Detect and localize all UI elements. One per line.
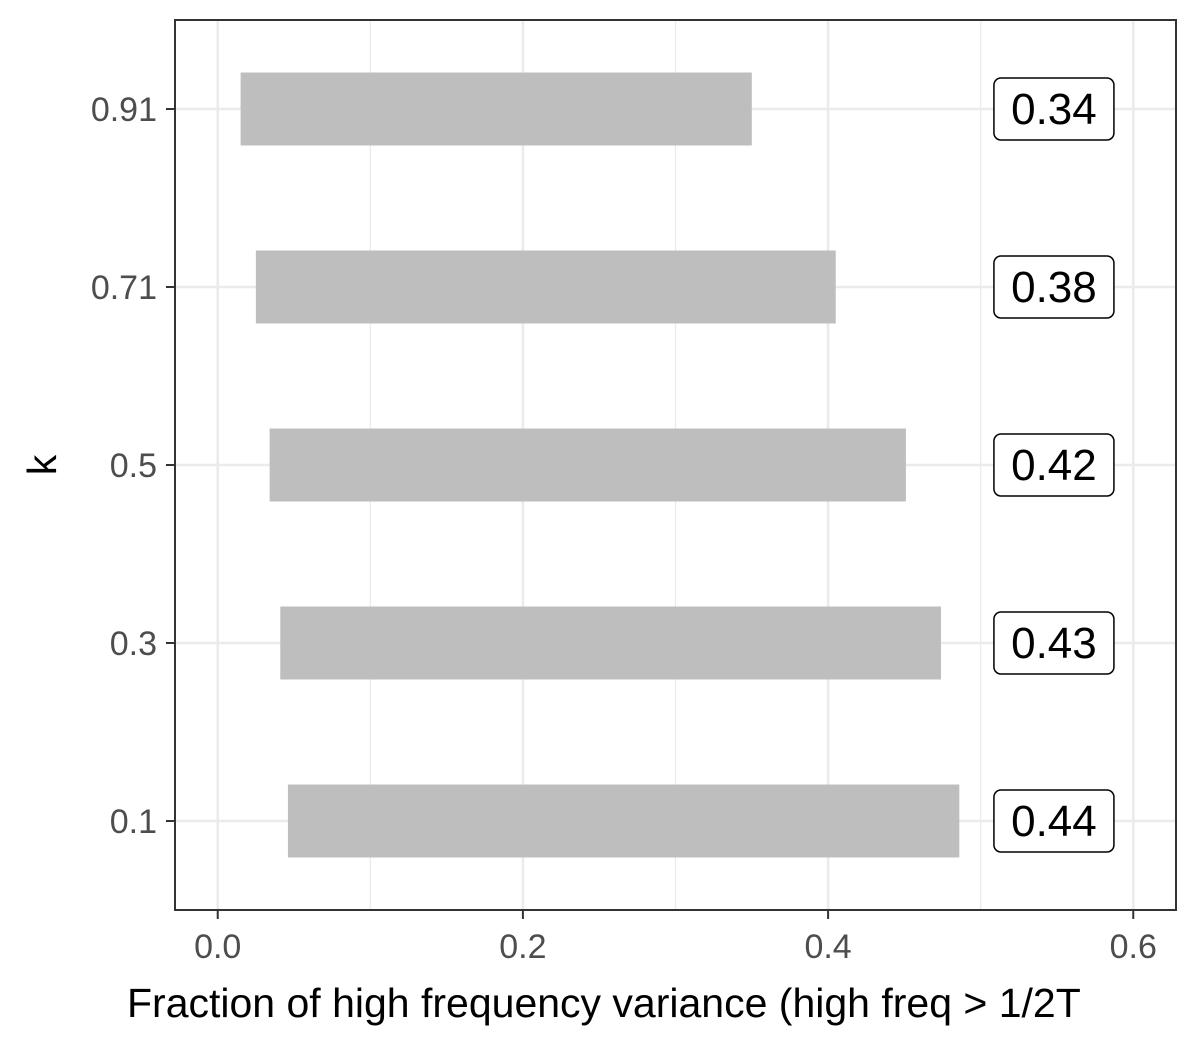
data-label-text: 0.44 [1011, 797, 1097, 846]
axes: 0.0 0.2 0.4 0.6 0.91 0.71 0.5 0.3 0.1 [91, 91, 1157, 966]
data-label-0.71: 0.38 [993, 255, 1115, 319]
data-label-box [993, 255, 1115, 319]
x-tick-label: 0.4 [804, 928, 851, 966]
y-tick-label: 0.91 [91, 91, 157, 129]
data-label-text: 0.34 [1011, 85, 1097, 134]
data-label-0.1: 0.44 [993, 789, 1115, 853]
y-axis-title: k [19, 454, 65, 475]
data-label-box [993, 433, 1115, 497]
bar-0.3 [280, 606, 942, 680]
x-tick-label: 0.0 [194, 928, 241, 966]
y-tick-label: 0.71 [91, 269, 157, 307]
y-tick-label: 0.5 [110, 447, 157, 485]
data-label-box [993, 77, 1115, 141]
data-label-0.91: 0.34 [993, 77, 1115, 141]
data-label-text: 0.38 [1011, 263, 1097, 312]
bars [240, 72, 960, 858]
x-tick-label: 0.2 [499, 928, 546, 966]
data-label-text: 0.43 [1011, 619, 1097, 668]
bar-0.5 [269, 428, 906, 502]
x-tick-label: 0.6 [1110, 928, 1157, 966]
y-tick-label: 0.3 [110, 625, 157, 663]
bar-0.71 [255, 250, 836, 324]
x-axis-title: Fraction of high frequency variance (hig… [127, 980, 1081, 1026]
data-label-0.5: 0.42 [993, 433, 1115, 497]
data-label-box [993, 789, 1115, 853]
data-label-0.3: 0.43 [993, 611, 1115, 675]
data-label-text: 0.42 [1011, 441, 1097, 490]
bar-0.1 [287, 784, 960, 858]
bar-0.91 [240, 72, 752, 146]
data-label-box [993, 611, 1115, 675]
y-tick-label: 0.1 [110, 803, 157, 841]
data-labels: 0.34 0.38 0.42 0.43 0.44 [993, 77, 1115, 853]
